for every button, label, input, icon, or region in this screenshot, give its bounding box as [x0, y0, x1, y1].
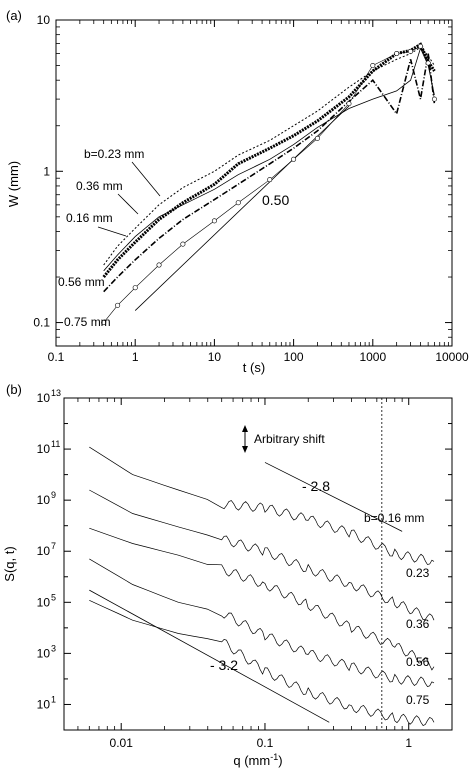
- b-series-line: [89, 489, 435, 621]
- b-ytick-label: 10: [37, 595, 51, 609]
- b-label-036: 0.36: [406, 617, 430, 631]
- panel-b-reference-lines: [89, 462, 403, 723]
- a-series-line: [102, 42, 436, 278]
- panel-b-label: (b): [6, 382, 22, 397]
- b-ytick-exponent: 13: [51, 388, 61, 398]
- b-ytick-label: 10: [37, 544, 51, 558]
- panel-a-slope-label: 0.50: [262, 192, 289, 208]
- b-series-line: [89, 599, 435, 727]
- a-series-point: [346, 101, 352, 107]
- panel-a: 0.1 1 10 100 1000 10000 0.1 1 10 t (s) W (mm) 0…: [6, 13, 469, 375]
- b-ytick-label: 10: [37, 391, 51, 405]
- a-series-point: [267, 177, 273, 183]
- panel-a-series: [101, 42, 437, 326]
- panel-a-frame: [55, 19, 453, 347]
- panel-a-reference-line: [134, 105, 350, 311]
- a-xtick-label: 100: [284, 350, 304, 364]
- a-xtick-label: 1000: [359, 350, 386, 364]
- b-ytick-label: 10: [37, 697, 51, 711]
- a-xtick-label: 10000: [435, 350, 469, 364]
- panel-b-x-axis: 0.01 0.1 1: [63, 398, 453, 750]
- a-series-point: [115, 302, 121, 308]
- slope-top-label: - 2.8: [302, 478, 330, 494]
- a-series-line: [103, 45, 435, 323]
- b-ytick-exponent: 7: [51, 541, 56, 551]
- label-075: 0.75 mm: [64, 315, 111, 329]
- b-series-line: [89, 446, 435, 565]
- b-reference-line: [264, 462, 403, 532]
- b-ytick-exponent: 1: [51, 694, 56, 704]
- a-series-point: [394, 51, 400, 57]
- a-series-point: [417, 43, 423, 49]
- a-series-point: [431, 96, 437, 102]
- panel-a-label: (a): [6, 8, 22, 23]
- slope-bottom-label: - 3.2: [210, 657, 238, 673]
- a-series-line: [103, 53, 436, 293]
- b-label-075: 0.75: [406, 693, 430, 707]
- a-series-point: [180, 241, 186, 247]
- b-ytick-exponent: 3: [51, 643, 56, 653]
- a-series-point: [408, 48, 414, 54]
- b-xtick-label: 0.1: [257, 736, 274, 750]
- a-series-point: [211, 218, 217, 224]
- a-ytick-label: 1: [43, 164, 50, 178]
- leader-036: [117, 193, 139, 215]
- b-ytick-exponent: 11: [51, 439, 60, 449]
- b-label-023: 0.23: [406, 566, 430, 580]
- a-ytick-label: 10: [37, 13, 51, 27]
- panel-a-x-axis: 0.1 1 10 100 1000 10000: [48, 20, 469, 364]
- shift-arrow-icon: [242, 425, 248, 453]
- a-series-point: [235, 200, 241, 206]
- panel-b-xlabel: q (mm-1): [233, 752, 282, 768]
- b-series-line: [89, 558, 435, 688]
- leader-016: [97, 226, 127, 237]
- b-ytick-label: 10: [37, 646, 51, 660]
- label-036: 0.36 mm: [76, 179, 123, 193]
- b-label-016: b=0.16 mm: [364, 511, 424, 525]
- a-series-point: [425, 60, 431, 66]
- a-series-line: [103, 47, 435, 272]
- label-016: 0.16 mm: [66, 211, 113, 225]
- b-label-056: 0.56: [406, 655, 430, 669]
- a-series-line: [103, 46, 435, 266]
- a-series-point: [370, 63, 376, 69]
- b-series-line: [89, 527, 435, 671]
- b-ytick-exponent: 9: [51, 490, 56, 500]
- b-ytick-label: 10: [37, 493, 51, 507]
- b-ytick-label: 10: [37, 442, 51, 456]
- panel-a-ylabel: W (mm): [6, 161, 21, 207]
- a-series-point: [291, 156, 297, 162]
- shift-label: Arbitrary shift: [254, 432, 325, 446]
- a-series-point: [132, 285, 138, 291]
- a-xtick-label: 1: [132, 350, 139, 364]
- panel-b-series: [89, 446, 435, 727]
- panel-b-frame: [63, 397, 453, 731]
- b-xtick-label: 0.01: [110, 736, 134, 750]
- panel-b-ylabel: S(q, t): [2, 546, 17, 581]
- a-series-point: [156, 262, 162, 268]
- a-ytick-label: 0.1: [33, 316, 50, 330]
- leader-b023: [131, 161, 161, 197]
- a-xtick-label: 10: [208, 350, 222, 364]
- b-reference-line: [89, 589, 330, 723]
- label-b023: b=0.23 mm: [84, 147, 144, 161]
- a-series-point: [314, 135, 320, 141]
- a-reference-line: [134, 105, 350, 311]
- a-xtick-label: 0.1: [48, 350, 65, 364]
- panel-a-xlabel: t (s): [243, 360, 265, 375]
- b-xtick-label: 1: [405, 736, 412, 750]
- a-series-point: [101, 320, 107, 326]
- label-056: 0.56 mm: [58, 275, 105, 289]
- panel-a-y-axis: 0.1 1 10: [33, 13, 452, 347]
- b-ytick-exponent: 5: [51, 592, 56, 602]
